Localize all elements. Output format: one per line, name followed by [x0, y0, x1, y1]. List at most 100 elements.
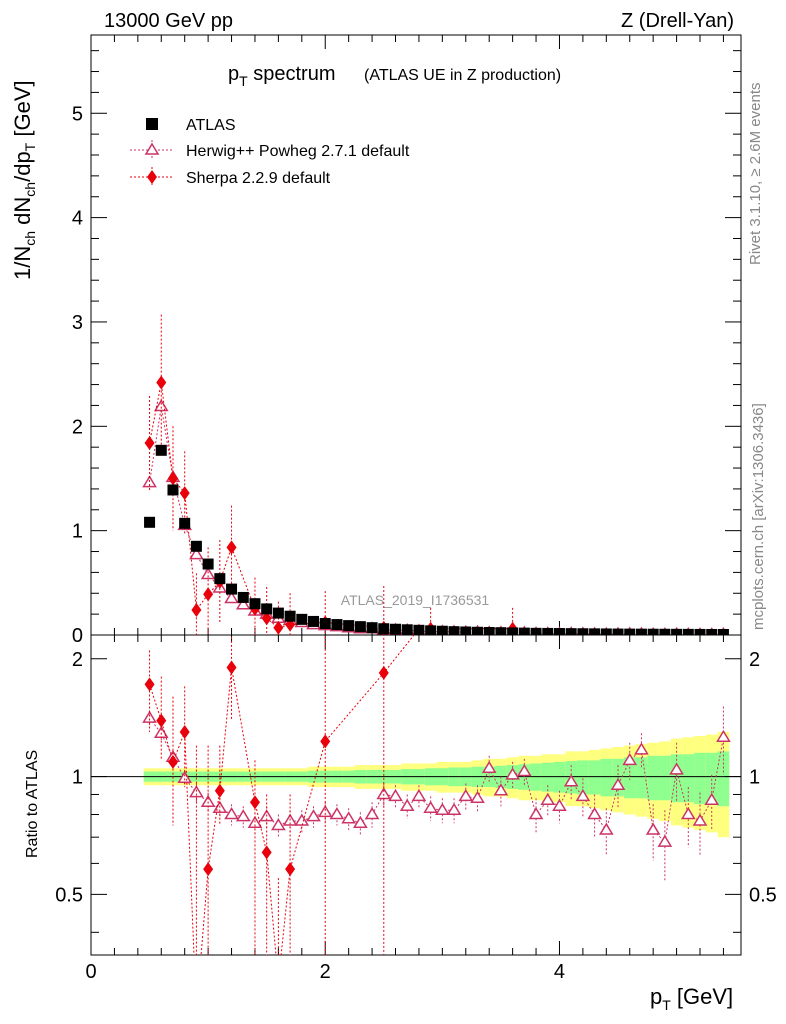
herwig-ratio-point	[423, 800, 438, 813]
herwig-ratio-point	[540, 792, 556, 805]
herwig-ratio-point	[575, 788, 591, 802]
herwig-ratio-point	[598, 822, 614, 835]
y-tick-label-top: 5	[72, 103, 83, 125]
atlas-point	[647, 628, 659, 635]
ratio-band-green	[659, 755, 671, 801]
svg-text:pT spectrum: pT spectrum	[228, 63, 336, 89]
herwig-ratio-point	[552, 798, 567, 811]
sherpa-ratio-point	[191, 1005, 201, 1019]
herwig-ratio-point	[505, 767, 520, 780]
herwig-ratio-point	[669, 762, 684, 775]
atlas-point	[366, 622, 378, 634]
atlas-point	[542, 627, 554, 635]
atlas-point	[577, 628, 589, 635]
ratio-band-green	[717, 751, 730, 807]
sherpa-ratio-point	[508, 583, 518, 597]
atlas-point	[249, 598, 261, 610]
analysis-watermark: ATLAS_2019_I1736531	[341, 592, 490, 608]
ratio-band-green	[577, 760, 589, 795]
herwig-ratio-point	[610, 777, 626, 791]
herwig-point	[235, 597, 251, 610]
y-tick-label-ratio-right: 0.5	[749, 884, 777, 906]
atlas-point	[401, 624, 413, 635]
chart-title: pT spectrum (ATLAS UE in Z production)	[228, 63, 561, 89]
atlas-point	[331, 619, 343, 631]
atlas-point	[413, 624, 425, 635]
herwig-ratio-point	[493, 783, 509, 796]
herwig-ratio-point	[680, 807, 696, 820]
ratio-band-green	[694, 752, 706, 805]
atlas-point	[425, 625, 437, 635]
atlas-point	[190, 540, 202, 552]
herwig-ratio-point	[224, 807, 239, 820]
atlas-point	[460, 626, 472, 635]
sherpa-point	[144, 436, 155, 450]
y-tick-label-ratio-right: 2	[749, 649, 760, 671]
sherpa-ratio-point	[378, 665, 389, 680]
y-tick-label-top: 1	[72, 521, 83, 543]
mcplots-source-label: mcplots.cern.ch [arXiv:1306.3436]	[750, 403, 767, 630]
herwig-point	[224, 591, 239, 604]
atlas-point	[530, 627, 542, 635]
atlas-point	[565, 628, 577, 635]
atlas-point	[706, 628, 718, 635]
herwig-ratio-point	[587, 807, 602, 820]
herwig-ratio-point	[458, 788, 474, 802]
herwig-ratio-point	[271, 818, 286, 831]
ratio-band-green	[530, 763, 542, 791]
herwig-ratio-point	[470, 790, 485, 804]
sherpa-point	[226, 540, 237, 555]
sherpa-point	[261, 611, 272, 626]
y-tick-label-top: 3	[72, 312, 83, 334]
atlas-point	[635, 628, 647, 635]
atlas-point	[214, 573, 226, 585]
atlas-point	[343, 620, 355, 632]
ratio-band-green	[623, 757, 636, 799]
sherpa-ratio-point	[249, 795, 260, 810]
herwig-point	[200, 567, 216, 580]
atlas-point	[553, 628, 565, 635]
legend: ATLAS Herwig++ Powheg 2.7.1 default Sher…	[130, 117, 410, 187]
sherpa-point	[179, 486, 190, 501]
herwig-ratio-point	[528, 807, 544, 820]
herwig-ratio-point	[634, 742, 649, 755]
header-collision-label: 13000 GeV pp	[104, 10, 233, 32]
herwig-ratio-point	[446, 802, 462, 816]
y-axis-title-top: 1/Nch dNch/dpT [GeV]	[10, 80, 38, 280]
sherpa-point	[156, 375, 167, 390]
atlas-point	[659, 628, 671, 635]
atlas-point	[237, 591, 249, 603]
x-tick-label: 2	[320, 961, 331, 983]
ratio-band-green	[588, 760, 601, 795]
sherpa-ratio-point	[320, 734, 331, 749]
legend-marker-atlas	[146, 118, 158, 130]
atlas-point	[682, 628, 694, 635]
sherpa-ratio-point	[285, 862, 296, 877]
atlas-point	[612, 628, 624, 635]
atlas-point	[144, 516, 156, 528]
atlas-point	[717, 628, 729, 635]
header-process-label: Z (Drell-Yan)	[621, 10, 734, 32]
atlas-point	[167, 484, 179, 496]
sherpa-point	[191, 602, 202, 617]
atlas-point	[694, 628, 706, 635]
sherpa-ratio-point	[167, 754, 178, 769]
atlas-point	[308, 615, 320, 627]
herwig-ratio-point	[399, 798, 415, 811]
atlas-point	[471, 626, 483, 635]
rivet-version-label: Rivet 3.1.10, ≥ 2.6M events	[747, 83, 764, 266]
legend-label-atlas: ATLAS	[186, 117, 236, 134]
atlas-point	[155, 444, 167, 456]
sherpa-ratio-point	[226, 660, 237, 675]
sherpa-ratio-point	[214, 783, 225, 798]
sherpa-point	[273, 620, 284, 635]
atlas-point	[390, 623, 402, 635]
herwig-point	[189, 547, 204, 560]
herwig-ratio-point	[364, 807, 380, 820]
herwig-ratio-point	[622, 752, 638, 766]
x-tick-label: 4	[554, 961, 565, 983]
herwig-ratio-point	[329, 807, 345, 820]
sherpa-point	[203, 587, 214, 602]
herwig-ratio-point	[716, 729, 731, 743]
